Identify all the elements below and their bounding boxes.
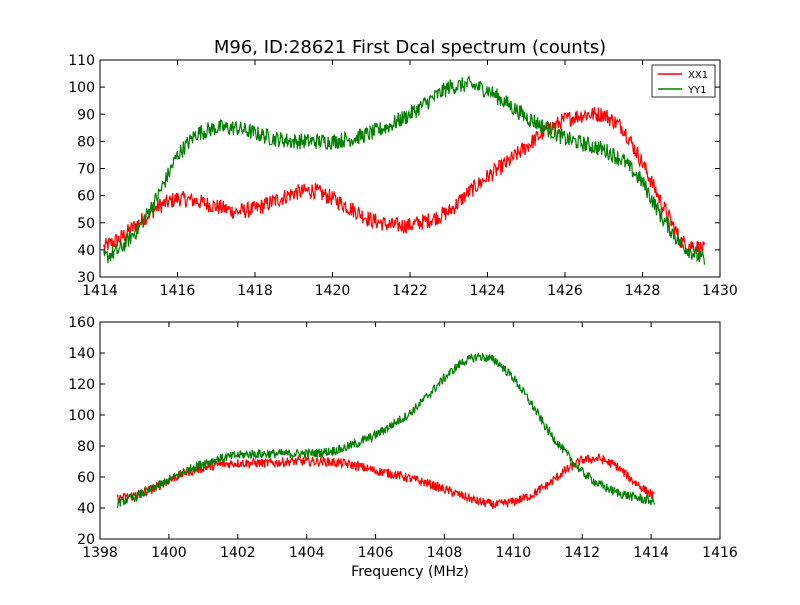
- top-xtick-label-5: 1424: [470, 283, 506, 299]
- legend-box: [651, 64, 716, 98]
- top-xtick-label-6: 1426: [547, 283, 583, 299]
- bottom-xtick-label-1: 1400: [151, 545, 187, 561]
- top-xtick-label-7: 1428: [625, 283, 661, 299]
- top-xtick-label-2: 1418: [237, 283, 273, 299]
- bottom-ytick-label-1: 40: [77, 501, 95, 517]
- top-ytick-label-0: 30: [77, 270, 95, 286]
- top-line-xx1: [103, 107, 706, 257]
- top-xtick-label-0: 1414: [82, 283, 118, 299]
- bottom-ytick-label-4: 100: [68, 408, 95, 424]
- bottom-ytick-label-0: 20: [77, 532, 95, 548]
- bottom-xtick-label-9: 1416: [702, 545, 738, 561]
- bottom-ytick-label-6: 140: [68, 346, 95, 362]
- top-axes-frame: [99, 59, 721, 278]
- x-axis-label: Frequency (MHz): [351, 564, 469, 580]
- bottom-xtick-label-7: 1412: [564, 545, 600, 561]
- chart-title: M96, ID:28621 First Dcal spectrum (count…: [214, 37, 606, 58]
- top-ytick-label-8: 110: [68, 53, 95, 69]
- top-ytick-label-4: 70: [77, 162, 95, 178]
- bottom-xtick-label-3: 1404: [289, 545, 325, 561]
- bottom-line-series-1: [116, 351, 656, 509]
- bottom-ytick-label-2: 60: [77, 470, 95, 486]
- bottom-ytick-label-5: 120: [68, 377, 95, 393]
- top-line-yy1: [103, 74, 706, 265]
- bottom-line-series-0: [116, 452, 655, 509]
- top-xtick-label-3: 1420: [315, 283, 351, 299]
- bottom-xtick-label-5: 1408: [427, 545, 463, 561]
- bottom-xtick-label-2: 1402: [220, 545, 256, 561]
- bottom-xtick-label-0: 1398: [82, 545, 118, 561]
- bottom-ytick-label-3: 80: [77, 439, 95, 455]
- bottom-plot-area: [116, 351, 656, 509]
- legend-label-xx1: XX1: [688, 70, 708, 81]
- top-axis-ticks: 1414 1416 1418 1420 1422 1424 1426 1428 1430 30 40…: [68, 53, 738, 299]
- top-ytick-label-6: 90: [77, 107, 95, 123]
- top-ytick-label-2: 50: [77, 216, 95, 232]
- bottom-xtick-label-8: 1414: [633, 545, 669, 561]
- top-xtick-label-4: 1422: [392, 283, 428, 299]
- top-ytick-label-3: 60: [77, 189, 95, 205]
- top-ytick-label-5: 80: [77, 134, 95, 150]
- bottom-ytick-label-7: 160: [68, 315, 95, 331]
- top-ytick-label-7: 100: [68, 80, 95, 96]
- legend: XX1 YY1: [651, 64, 716, 98]
- legend-label-yy1: YY1: [687, 85, 707, 96]
- top-plot-area: [103, 74, 706, 265]
- top-xtick-label-8: 1430: [702, 283, 738, 299]
- bottom-axes-frame: [99, 321, 721, 540]
- bottom-xtick-label-6: 1410: [496, 545, 532, 561]
- bottom-axis-ticks: 1398 1400 1402 1404 1406 1408 1410 1412 1414 1416…: [68, 315, 738, 561]
- top-xtick-label-1: 1416: [160, 283, 196, 299]
- top-ytick-label-1: 40: [77, 243, 95, 259]
- bottom-xtick-label-4: 1406: [358, 545, 394, 561]
